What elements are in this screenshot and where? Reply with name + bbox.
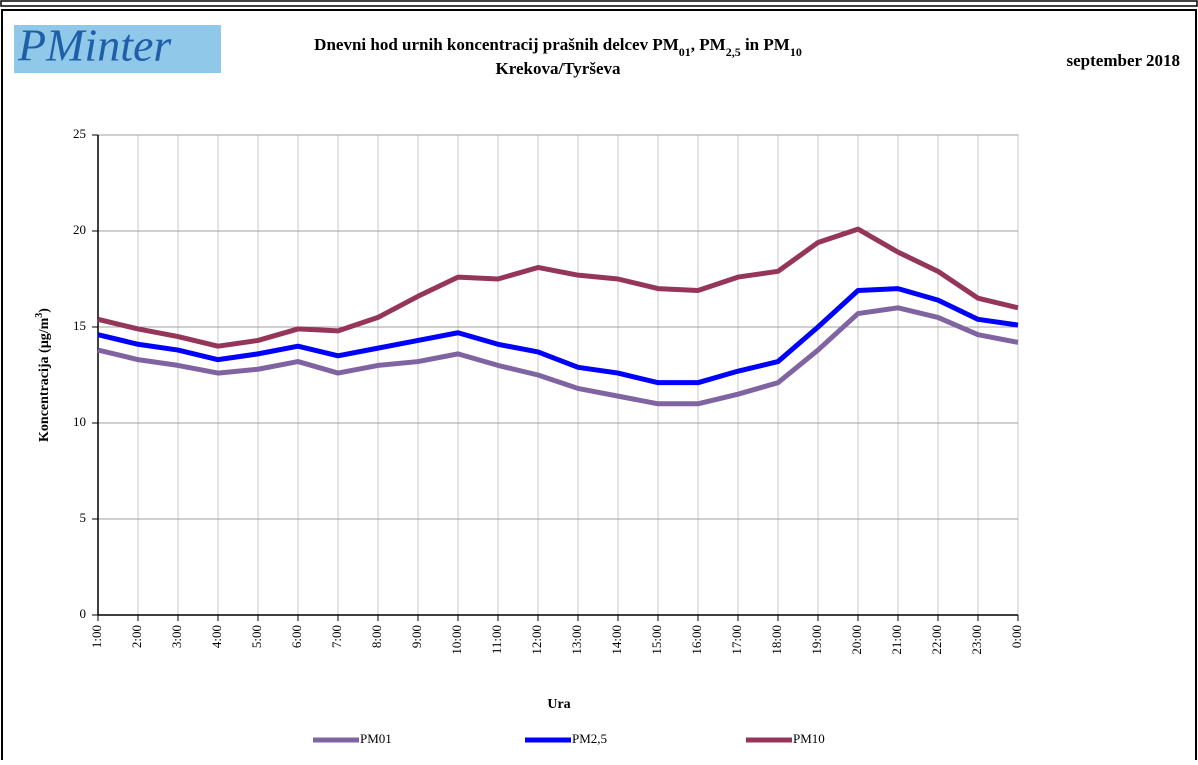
x-tick-label: 17:00	[729, 625, 744, 655]
series-line	[97, 305, 1019, 407]
frame	[1, 9, 1197, 765]
title-part: , PM	[691, 35, 726, 54]
x-tick-label: 12:00	[529, 625, 544, 655]
x-tick-label: 1:00	[89, 625, 104, 648]
x-tick-label: 0:00	[1009, 625, 1024, 648]
legend-label: PM2,5	[572, 731, 607, 746]
y-label-part: Koncentracija (µg/m	[37, 317, 52, 442]
x-tick-label: 16:00	[689, 625, 704, 655]
title-part: in PM	[741, 35, 790, 54]
y-axis-label: Koncentracija (µg/m3)	[34, 308, 52, 442]
x-tick-label: 10:00	[449, 625, 464, 655]
x-tick-label: 20:00	[849, 625, 864, 655]
series-line	[97, 226, 1019, 349]
x-tick-label: 18:00	[769, 625, 784, 655]
x-tick-label: 19:00	[809, 625, 824, 655]
title-part: 01	[679, 45, 691, 59]
title-part: 10	[790, 45, 802, 59]
y-tick-label: 0	[80, 606, 87, 621]
x-tick-label: 13:00	[569, 625, 584, 655]
y-tick-label: 20	[73, 222, 86, 237]
x-tick-label: 15:00	[649, 625, 664, 655]
y-tick-label: 5	[80, 510, 87, 525]
x-axis-label: Ura	[547, 697, 570, 712]
plot-border	[97, 134, 1019, 616]
x-tick-label: 21:00	[889, 625, 904, 655]
chart-subtitle: Krekova/Tyrševa	[496, 59, 621, 78]
top-frame	[0, 0, 1198, 7]
legend-label: PM10	[793, 731, 825, 746]
x-tick-label: 22:00	[929, 625, 944, 655]
x-tick-label: 5:00	[249, 625, 264, 648]
x-tick-label: 23:00	[969, 625, 984, 655]
logo-box	[14, 25, 221, 73]
logo: PMinter	[17, 20, 172, 71]
x-tick-label: 2:00	[129, 625, 144, 648]
x-tick-label: 6:00	[289, 625, 304, 648]
x-tick-label: 4:00	[209, 625, 224, 648]
title-part: Dnevni hod urnih koncentracij prašnih de…	[314, 35, 679, 54]
y-tick-label: 15	[73, 318, 86, 333]
title-part: 2,5	[726, 45, 741, 59]
x-tick-label: 7:00	[329, 625, 344, 648]
y-tick-label: 25	[73, 126, 86, 141]
legend-label: PM01	[360, 731, 392, 746]
date-label: september 2018	[1067, 51, 1180, 70]
y-tick-label: 10	[73, 414, 86, 429]
x-tick-label: 11:00	[489, 625, 504, 654]
series-line	[97, 286, 1019, 386]
x-tick-label: 3:00	[169, 625, 184, 648]
y-label-part: 3	[34, 313, 45, 318]
x-tick-label: 14:00	[609, 625, 624, 655]
y-label-part: )	[37, 308, 52, 313]
chart-title: Dnevni hod urnih koncentracij prašnih de…	[314, 35, 802, 59]
x-tick-label: 9:00	[409, 625, 424, 648]
x-tick-label: 8:00	[369, 625, 384, 648]
